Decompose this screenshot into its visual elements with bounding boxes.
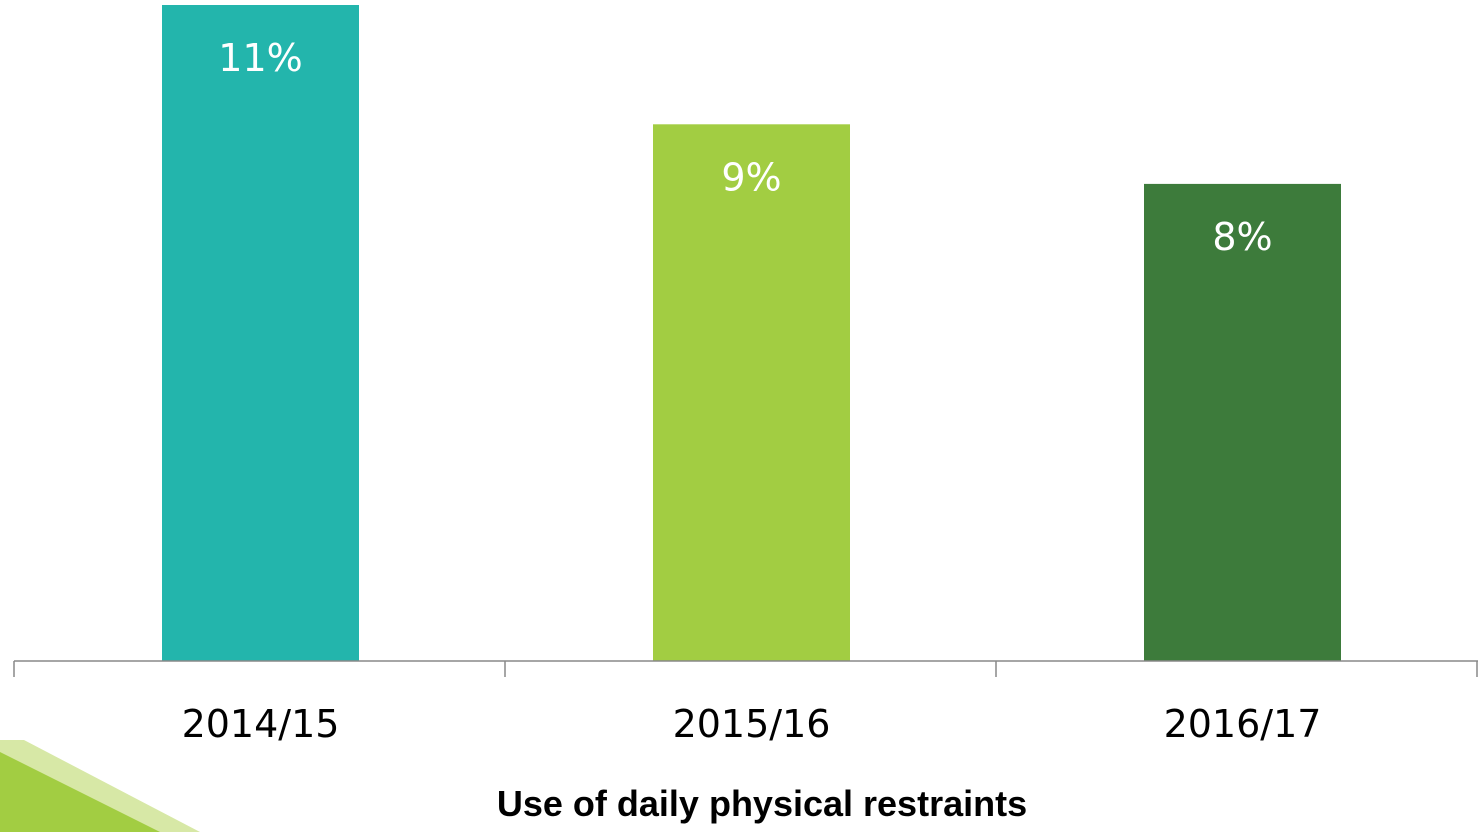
x-tick-label: 2015/16 [673, 702, 831, 746]
data-label: 11% [218, 36, 302, 80]
x-axis-tick-labels: 2014/15 2015/16 2016/17 [182, 702, 1322, 746]
corner-decoration [0, 740, 200, 832]
data-label: 8% [1212, 215, 1272, 259]
bar-2014-15 [162, 5, 359, 661]
bars-layer [162, 5, 1341, 662]
x-tick-label: 2016/17 [1164, 702, 1322, 746]
corner-decoration-dark [0, 752, 160, 832]
data-labels-layer: 11% 9% 8% [218, 36, 1272, 259]
x-axis-ticks [13, 661, 1478, 677]
bar-2016-17 [1144, 183, 1341, 661]
x-axis-title: Use of daily physical restraints [497, 783, 1027, 824]
x-tick-label: 2014/15 [182, 702, 340, 746]
data-label: 9% [721, 155, 781, 199]
bar-2015-16 [653, 124, 850, 662]
